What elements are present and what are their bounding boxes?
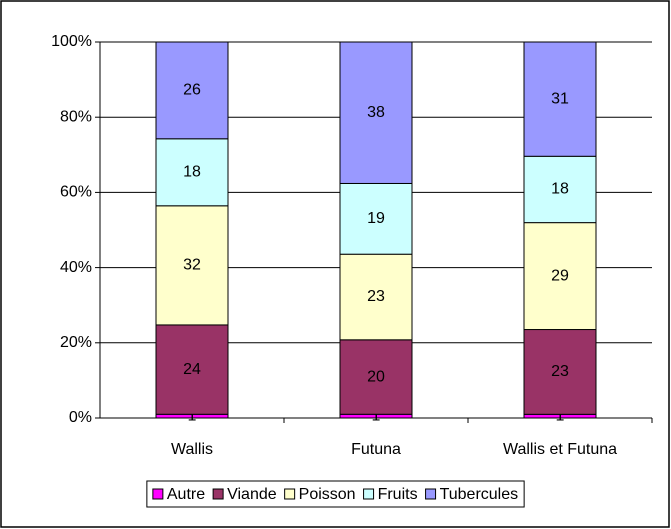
legend-label: Autre [167,486,205,503]
legend-swatch [212,488,224,500]
data-label: 23 [367,288,385,305]
bar-segment [155,138,229,207]
data-label: 1 [188,407,197,424]
legend-swatch [284,488,296,500]
data-label: 20 [367,368,385,385]
bar-segment [339,41,413,184]
y-tick-label: 100% [51,33,92,50]
y-tick-label: 60% [60,184,92,201]
legend-swatch [425,488,437,500]
data-label: 32 [183,257,201,274]
bar-segment [523,41,597,157]
y-tick-label: 20% [60,334,92,351]
bar-segment [155,324,229,415]
x-tick-label: Wallis [171,441,213,458]
legend-label: Fruits [378,486,418,503]
bar-segment [339,182,413,255]
data-label: 1 [556,407,565,424]
data-label: 23 [551,363,569,380]
bar-segment [155,205,229,326]
legend-swatch [152,488,164,500]
data-label: 24 [183,361,201,378]
data-label: 19 [367,210,385,227]
bar-segment [339,339,413,415]
data-label: 29 [551,267,569,284]
y-tick-label: 80% [60,108,92,125]
bar-segment [523,329,597,415]
x-tick-label: Futuna [351,441,401,458]
bar-segment [339,253,413,341]
data-label: 38 [367,104,385,121]
legend-swatch [363,488,375,500]
data-label: 31 [551,90,569,107]
legend: Autre Viande Poisson Fruits Tubercules [146,480,525,508]
data-label: 1 [372,407,381,424]
x-tick-label: Wallis et Futuna [503,441,617,458]
legend-label: Viande [227,486,277,503]
data-label: 26 [183,82,201,99]
data-label: 18 [551,181,569,198]
legend-label: Tubercules [440,486,519,503]
legend-box [146,480,525,508]
y-tick-label: 0% [69,409,92,426]
data-label: 18 [183,164,201,181]
legend-label: Poisson [299,486,356,503]
bar-segment [155,41,229,140]
y-tick-label: 40% [60,259,92,276]
